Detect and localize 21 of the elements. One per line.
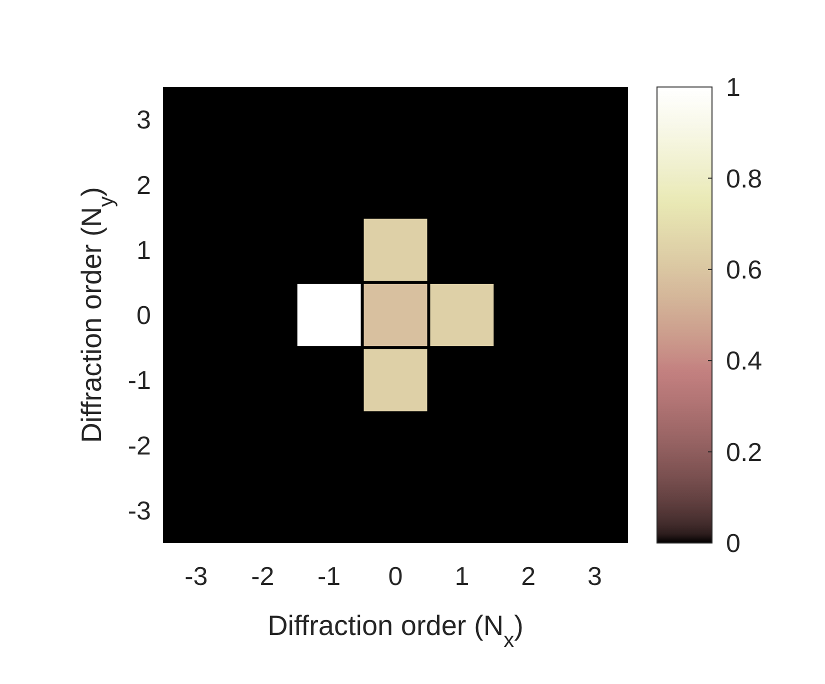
x-tick-label: 0 — [388, 561, 403, 591]
y-tick-label: -3 — [128, 496, 151, 526]
x-tick-label: -2 — [251, 561, 274, 591]
color-bar-label: 1 — [726, 72, 740, 102]
y-tick-label: 3 — [136, 104, 151, 135]
color-bar-label: 0.6 — [726, 254, 762, 284]
color-bar-label: 0 — [726, 528, 740, 558]
color-bar-label: 0.4 — [726, 346, 762, 376]
y-tick-label: 0 — [136, 300, 151, 330]
x-tick-label: 2 — [521, 561, 536, 591]
x-tick-label: -3 — [184, 561, 208, 591]
x-axis-title: Diffraction order (N$_{x}$) — [268, 610, 524, 652]
color-bar-label: 0.2 — [726, 436, 762, 467]
color-bar-label: 0.8 — [726, 163, 762, 194]
y-tick-label: -1 — [128, 365, 151, 396]
x-tick-label: 1 — [454, 561, 470, 591]
y-tick-label: -2 — [128, 430, 151, 460]
y-tick-label: 2 — [136, 170, 151, 200]
x-tick-label: -1 — [318, 561, 341, 591]
x-tick-label: 3 — [588, 561, 602, 591]
y-tick-label: 1 — [136, 234, 151, 265]
